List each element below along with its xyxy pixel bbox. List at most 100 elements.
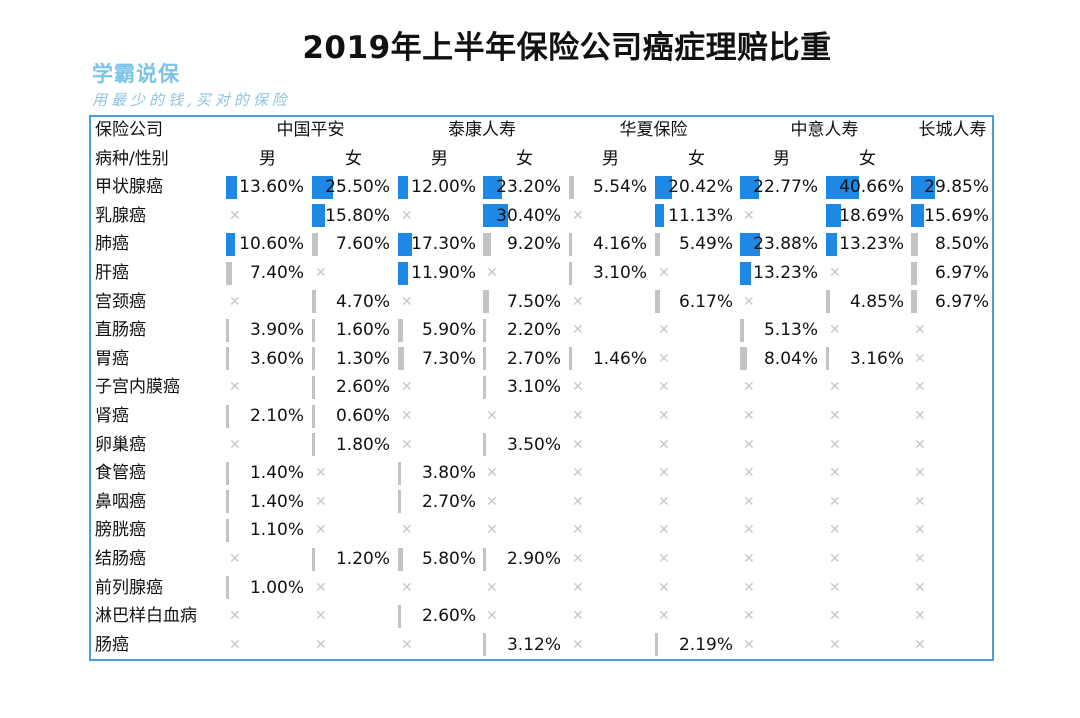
data-bar bbox=[226, 318, 230, 342]
company-header-label: 保险公司 bbox=[95, 120, 163, 140]
cell-value: 1.40% bbox=[249, 463, 304, 484]
cross-icon: ✕ bbox=[914, 465, 926, 482]
cross-icon: ✕ bbox=[658, 436, 670, 453]
data-bar bbox=[569, 232, 573, 256]
disease-label: 肾癌 bbox=[95, 406, 129, 426]
cross-icon: ✕ bbox=[658, 493, 670, 510]
cell-value: 1.20% bbox=[335, 549, 390, 569]
cross-icon: ✕ bbox=[829, 636, 841, 653]
cross-icon: ✕ bbox=[743, 608, 755, 625]
cross-icon: ✕ bbox=[914, 608, 926, 625]
cross-icon: ✕ bbox=[914, 522, 926, 539]
cross-icon: ✕ bbox=[914, 408, 926, 424]
cell-value: 8.04% bbox=[763, 348, 818, 369]
cross-icon: ✕ bbox=[743, 293, 755, 310]
data-bar bbox=[312, 318, 315, 342]
cross-icon: ✕ bbox=[914, 436, 926, 453]
cell-value: 2.60% bbox=[335, 377, 390, 398]
cross-icon: ✕ bbox=[658, 465, 670, 482]
disease-label: 乳腺癌 bbox=[95, 205, 146, 226]
cell-value: 13.23% bbox=[839, 234, 904, 255]
cross-icon: ✕ bbox=[229, 436, 241, 453]
cross-icon: ✕ bbox=[658, 265, 670, 281]
cell-value: 10.60% bbox=[239, 234, 304, 255]
data-bar bbox=[826, 175, 860, 199]
disease-label: 膀胱癌 bbox=[95, 520, 146, 541]
cross-icon: ✕ bbox=[229, 293, 241, 310]
cross-icon: ✕ bbox=[572, 408, 584, 424]
cell-value: 2.20% bbox=[506, 320, 561, 341]
cross-icon: ✕ bbox=[914, 350, 926, 367]
cross-icon: ✕ bbox=[229, 379, 241, 396]
cross-icon: ✕ bbox=[486, 522, 498, 539]
cross-icon: ✕ bbox=[829, 493, 841, 510]
disease-label: 卵巢癌 bbox=[95, 434, 146, 455]
data-bar bbox=[740, 347, 747, 371]
cross-icon: ✕ bbox=[658, 350, 670, 367]
cell-value: 4.85% bbox=[849, 291, 904, 312]
cross-icon: ✕ bbox=[401, 579, 413, 596]
cell-value: 5.13% bbox=[763, 320, 818, 341]
cell-value: 8.50% bbox=[934, 234, 989, 255]
cross-icon: ✕ bbox=[914, 551, 926, 567]
cross-icon: ✕ bbox=[572, 207, 584, 224]
cross-icon: ✕ bbox=[914, 493, 926, 510]
cross-icon: ✕ bbox=[829, 265, 841, 281]
cell-value: 5.49% bbox=[678, 234, 733, 255]
cross-icon: ✕ bbox=[315, 493, 327, 510]
cell-value: 6.17% bbox=[678, 291, 733, 312]
cross-icon: ✕ bbox=[401, 207, 413, 224]
cross-icon: ✕ bbox=[658, 608, 670, 625]
cross-icon: ✕ bbox=[743, 522, 755, 539]
data-bar bbox=[569, 261, 572, 285]
company-header: 长城人寿 bbox=[918, 120, 987, 140]
gender-header: 男 bbox=[259, 148, 276, 169]
company-header: 中国平安 bbox=[276, 120, 345, 140]
cross-icon: ✕ bbox=[315, 636, 327, 653]
cell-value: 3.10% bbox=[506, 377, 561, 398]
data-bar bbox=[655, 290, 661, 314]
data-bar bbox=[312, 204, 325, 228]
cell-value: 20.42% bbox=[668, 177, 733, 198]
cross-icon: ✕ bbox=[914, 379, 926, 396]
data-bar bbox=[226, 490, 229, 514]
gender-header: 男 bbox=[431, 148, 448, 169]
cross-icon: ✕ bbox=[572, 579, 584, 596]
cross-icon: ✕ bbox=[658, 551, 670, 567]
cross-icon: ✕ bbox=[572, 293, 584, 310]
cross-icon: ✕ bbox=[743, 493, 755, 510]
logo-slogan: 用最少的钱,买对的保险 bbox=[92, 91, 291, 109]
data-bar bbox=[483, 633, 486, 657]
cell-value: 1.10% bbox=[249, 520, 304, 541]
cell-value: 11.90% bbox=[411, 263, 476, 283]
cross-icon: ✕ bbox=[315, 265, 327, 281]
cross-icon: ✕ bbox=[229, 608, 241, 625]
disease-label: 肺癌 bbox=[95, 234, 129, 255]
cell-value: 11.13% bbox=[668, 205, 733, 226]
data-bar bbox=[398, 547, 403, 571]
cell-value: 7.30% bbox=[421, 348, 476, 369]
disease-label: 肝癌 bbox=[95, 263, 129, 283]
data-bar bbox=[398, 232, 413, 256]
cross-icon: ✕ bbox=[315, 579, 327, 596]
gender-header: 女 bbox=[345, 148, 362, 169]
cross-icon: ✕ bbox=[914, 636, 926, 653]
cross-icon: ✕ bbox=[572, 322, 584, 339]
company-header: 泰康人寿 bbox=[448, 120, 516, 140]
disease-label: 前列腺癌 bbox=[95, 577, 163, 598]
cross-icon: ✕ bbox=[658, 408, 670, 424]
cross-icon: ✕ bbox=[486, 608, 498, 625]
data-bar bbox=[483, 290, 490, 314]
data-bar bbox=[655, 232, 660, 256]
cell-value: 18.69% bbox=[839, 205, 904, 226]
cell-value: 3.90% bbox=[249, 320, 304, 341]
cell-value: 0.60% bbox=[335, 406, 390, 426]
cross-icon: ✕ bbox=[401, 636, 413, 653]
cross-icon: ✕ bbox=[315, 465, 327, 482]
data-bar bbox=[483, 232, 491, 256]
data-bar bbox=[312, 290, 316, 314]
data-bar bbox=[911, 204, 924, 228]
data-bar bbox=[312, 404, 315, 428]
cell-value: 30.40% bbox=[496, 205, 561, 226]
cross-icon: ✕ bbox=[829, 436, 841, 453]
